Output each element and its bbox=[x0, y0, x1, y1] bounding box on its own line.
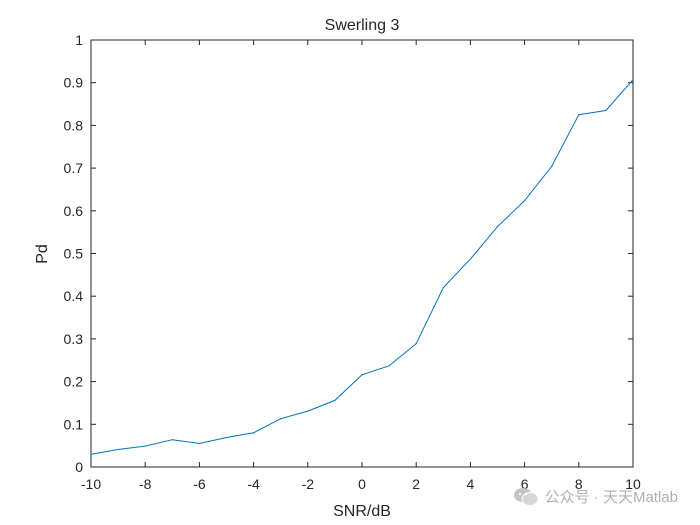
y-tick-label: 1 bbox=[75, 32, 83, 48]
x-tick-label: 10 bbox=[625, 476, 641, 492]
y-tick-label: 0.3 bbox=[64, 331, 84, 347]
x-tick-label: -4 bbox=[247, 476, 260, 492]
data-point bbox=[415, 342, 417, 345]
data-point bbox=[551, 165, 553, 167]
x-tick-label: 0 bbox=[358, 476, 366, 492]
data-point bbox=[280, 418, 282, 420]
y-tick-label: 0.8 bbox=[64, 117, 84, 133]
x-axis-label: SNR/dB bbox=[333, 503, 391, 520]
data-point bbox=[144, 445, 146, 447]
data-point bbox=[469, 258, 471, 260]
data-point bbox=[253, 432, 255, 434]
x-tick-label: 6 bbox=[521, 476, 529, 492]
data-point bbox=[388, 365, 390, 367]
data-point bbox=[225, 436, 228, 439]
x-tick-label: -10 bbox=[81, 476, 101, 492]
plot-area: -10 -8 -6 -4 -2 0 2 4 6 8 10 0 0.1 0.2 0.3 0.4 0.5 0.6 0.7… bbox=[64, 32, 641, 492]
data-point bbox=[90, 453, 92, 455]
data-point bbox=[117, 448, 119, 451]
y-tick-label: 0.4 bbox=[64, 288, 84, 304]
y-tick-label: 0 bbox=[75, 459, 83, 475]
data-point bbox=[496, 225, 499, 228]
x-tick-label: 4 bbox=[467, 476, 475, 492]
data-point bbox=[334, 399, 336, 401]
y-tick-label: 0.1 bbox=[64, 416, 84, 432]
data-point bbox=[578, 114, 580, 116]
x-tick-label: -6 bbox=[193, 476, 206, 492]
data-point bbox=[171, 439, 173, 441]
y-tick-label: 0.9 bbox=[64, 75, 84, 91]
data-point bbox=[307, 410, 309, 412]
data-point bbox=[605, 109, 607, 112]
chart-title: Swerling 3 bbox=[325, 17, 400, 34]
x-tick-label: -8 bbox=[139, 476, 152, 492]
data-point bbox=[632, 79, 634, 81]
axes-box bbox=[90, 39, 634, 468]
x-tick-label: 2 bbox=[412, 476, 420, 492]
y-tick-label: 0.2 bbox=[64, 374, 84, 390]
data-point bbox=[198, 442, 200, 445]
x-tick-label: -2 bbox=[302, 476, 315, 492]
x-tick-label: 8 bbox=[575, 476, 583, 492]
y-tick-label: 0.7 bbox=[64, 160, 84, 176]
y-axis-label: Pd bbox=[34, 244, 51, 264]
data-point bbox=[524, 199, 526, 202]
y-tick-label: 0.5 bbox=[64, 246, 84, 262]
y-tick-label: 0.6 bbox=[64, 203, 84, 219]
data-point bbox=[361, 374, 363, 376]
data-point bbox=[442, 287, 444, 289]
